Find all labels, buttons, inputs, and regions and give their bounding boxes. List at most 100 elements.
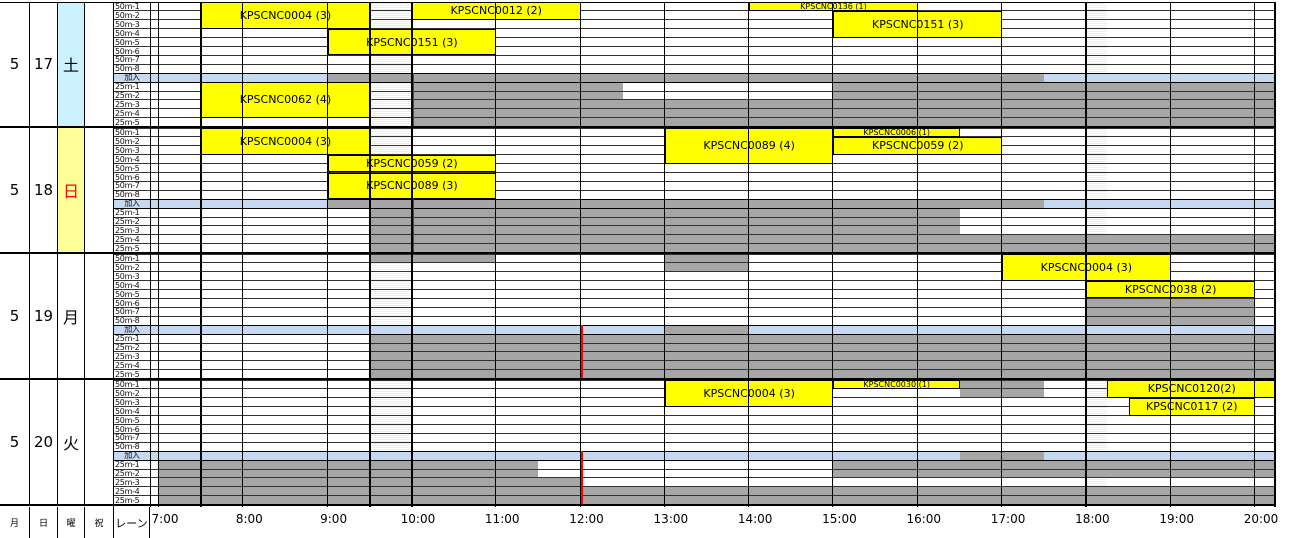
time-tick-label: 11:00 bbox=[484, 512, 520, 526]
day-divider bbox=[0, 125, 1274, 128]
booking-bar[interactable]: KPSCNC0004 (3) bbox=[201, 128, 370, 155]
lane-divider bbox=[114, 234, 1274, 236]
booking-bar[interactable]: KPSCNC0030 (1) bbox=[833, 380, 960, 389]
lane-label: 50m-5 bbox=[115, 289, 140, 299]
lane-label: 25m-1 bbox=[115, 82, 140, 91]
time-tick-label: 10:00 bbox=[400, 512, 436, 526]
lane-divider bbox=[114, 216, 1274, 218]
lane-divider bbox=[114, 306, 1274, 308]
month-cell: 5 bbox=[0, 254, 30, 379]
lane-divider bbox=[114, 28, 1274, 30]
footer-holiday: 祝 bbox=[85, 507, 114, 538]
holiday-cell bbox=[85, 254, 114, 379]
lane-divider bbox=[114, 163, 1274, 165]
lane-divider bbox=[114, 225, 1274, 227]
hour-gridline bbox=[1254, 2, 1255, 507]
lane-divider bbox=[114, 360, 1274, 362]
holiday-cell bbox=[85, 2, 114, 127]
lane-label: 50m-5 bbox=[115, 37, 140, 47]
lane-label: 加入 bbox=[114, 325, 150, 335]
lane-divider bbox=[114, 207, 1274, 209]
time-tick-label: 16:00 bbox=[906, 512, 942, 526]
lane-label: 50m-7 bbox=[115, 307, 140, 317]
time-tick-label: 15:00 bbox=[822, 512, 857, 526]
booking-bar[interactable]: KPSCNC0120(2) bbox=[1107, 380, 1277, 398]
time-tick-label: 7:00 bbox=[151, 512, 179, 526]
lane-divider bbox=[114, 450, 1274, 452]
lane-divider bbox=[114, 243, 1274, 245]
lane-divider bbox=[114, 280, 1274, 282]
lane-divider bbox=[114, 46, 1274, 47]
weekday-cell: 火 bbox=[58, 380, 85, 505]
lane-divider bbox=[114, 333, 1274, 335]
booking-bar[interactable]: KPSCNC0006 (1) bbox=[833, 128, 960, 137]
booking-bar[interactable]: KPSCNC0004 (3) bbox=[201, 2, 370, 29]
lane-label: 25m-2 bbox=[115, 469, 140, 478]
day-divider bbox=[0, 503, 1274, 506]
lane-label: 25m-4 bbox=[115, 234, 140, 244]
hour-gridline bbox=[832, 2, 834, 507]
lane-label: 25m-3 bbox=[115, 99, 140, 109]
lane-label: 25m-3 bbox=[115, 351, 140, 361]
lane-label: 25m-5 bbox=[115, 243, 140, 253]
lane-label: 50m-8 bbox=[115, 64, 140, 74]
lane-divider bbox=[114, 298, 1274, 299]
lane-divider bbox=[114, 108, 1274, 110]
lane-label: 50m-1 bbox=[115, 254, 140, 263]
lane-label: 50m-2 bbox=[115, 262, 140, 272]
occupied-block bbox=[959, 451, 1045, 461]
lane-divider bbox=[114, 432, 1274, 434]
lane-divider bbox=[114, 19, 1274, 21]
lane-divider bbox=[114, 289, 1274, 291]
lane-label: 25m-5 bbox=[115, 117, 140, 127]
lane-label: 50m-6 bbox=[115, 298, 140, 308]
top-border bbox=[0, 2, 1274, 3]
lane-divider bbox=[114, 477, 1274, 479]
lane-label: 25m-4 bbox=[115, 486, 140, 496]
lane-divider bbox=[114, 37, 1274, 39]
booking-bar[interactable]: KPSCNC0089 (4) bbox=[664, 128, 834, 164]
lane-divider bbox=[114, 468, 1274, 470]
time-tick-label: 14:00 bbox=[737, 512, 773, 526]
booking-bar[interactable]: KPSCNC0012 (2) bbox=[411, 2, 581, 20]
lane-label: 25m-4 bbox=[115, 108, 140, 118]
time-tick-label: 13:00 bbox=[653, 512, 689, 526]
current-time-line bbox=[579, 451, 583, 505]
hour-gridline bbox=[1085, 2, 1088, 507]
booking-bar[interactable]: KPSCNC0004 (3) bbox=[664, 380, 834, 407]
lane-label: 50m-7 bbox=[115, 55, 140, 65]
lane-label-border bbox=[150, 2, 151, 507]
lane-label: 50m-3 bbox=[115, 19, 140, 29]
lane-divider bbox=[114, 406, 1274, 408]
holiday-cell bbox=[85, 380, 114, 505]
lane-divider bbox=[114, 342, 1274, 344]
booking-bar[interactable]: KPSCNC0117 (2) bbox=[1128, 397, 1255, 416]
time-tick-label: 18:00 bbox=[1075, 512, 1110, 526]
hour-gridline bbox=[242, 2, 244, 507]
lane-divider bbox=[114, 63, 1274, 65]
current-time-line bbox=[579, 325, 583, 379]
time-tick-label: 19:00 bbox=[1159, 512, 1194, 526]
hour-gridline bbox=[748, 2, 750, 507]
time-tick-label: 17:00 bbox=[990, 512, 1026, 526]
hour-gridline bbox=[663, 2, 665, 507]
booking-bar[interactable]: KPSCNC0062 (4) bbox=[201, 82, 370, 118]
time-tick-label: 9:00 bbox=[320, 512, 348, 526]
lane-label: 50m-1 bbox=[115, 128, 140, 137]
lane-label: 50m-8 bbox=[115, 190, 140, 200]
half-hour-gridline bbox=[200, 2, 203, 507]
lane-label: 50m-4 bbox=[115, 280, 140, 290]
time-tick-label: 20:00 bbox=[1243, 512, 1279, 526]
hour-gridline bbox=[916, 2, 918, 507]
lane-divider bbox=[114, 172, 1274, 173]
lane-divider bbox=[114, 10, 1274, 12]
lane-divider bbox=[114, 262, 1274, 264]
lane-divider bbox=[114, 189, 1274, 191]
lane-label: 25m-1 bbox=[115, 460, 140, 469]
lane-divider bbox=[114, 315, 1274, 317]
lane-label: 50m-7 bbox=[115, 433, 140, 443]
lane-label: 50m-5 bbox=[115, 415, 140, 425]
weekday-cell: 土 bbox=[58, 2, 85, 127]
day-cell: 19 bbox=[30, 254, 58, 379]
lane-divider bbox=[114, 324, 1274, 326]
